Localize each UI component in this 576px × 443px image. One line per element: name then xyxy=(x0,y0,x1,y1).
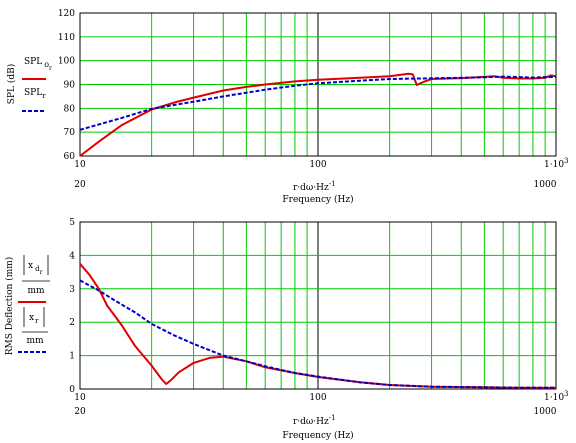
deflection-x-tick-label-exp: 3 xyxy=(564,390,568,398)
deflection-legend-series2-num: xr xyxy=(29,313,39,325)
spl-legend-series1-label: SPL or xyxy=(24,57,52,72)
deflection-legend-series1-var: x xyxy=(28,261,33,271)
spl-y-axis-label: SPL (dB) xyxy=(6,64,17,104)
spl-y-tick-label: 120 xyxy=(58,9,75,19)
deflection-x-tick-label: 1·103 xyxy=(544,390,569,403)
spl-legend-series2-base: SPL xyxy=(24,88,42,98)
deflection-x-axis-label: Frequency (Hz) xyxy=(282,430,353,441)
deflection-series xyxy=(79,263,556,389)
spl-legend-series1-sub: o xyxy=(44,60,49,69)
spl-chart: 60 70 80 90 100 110 120 10 100 1·103 20 1000 r·d… xyxy=(6,9,569,205)
deflection-y-axis-label: RMS Deflection (mm) xyxy=(4,257,15,356)
deflection-legend-series2-var: x xyxy=(29,313,34,323)
deflection-series-2-line xyxy=(79,279,556,389)
spl-series-1-line xyxy=(79,72,557,157)
deflection-y-tick-label: 1 xyxy=(69,352,75,362)
spl-plot-frame xyxy=(79,12,557,157)
spl-series-2-line xyxy=(79,75,557,131)
spl-x-tick-label: 100 xyxy=(309,160,326,170)
deflection-y-ticks: 0 1 2 3 4 5 xyxy=(69,218,75,395)
spl-legend-series1-base: SPL xyxy=(24,57,42,67)
spl-y-tick-label: 100 xyxy=(58,57,75,67)
spl-series xyxy=(79,72,557,157)
deflection-x-ticks: 10 100 1·103 xyxy=(74,390,568,403)
spl-x-tick-label: 10 xyxy=(74,160,86,170)
spl-y-tick-label: 110 xyxy=(58,33,75,43)
spl-y-ticks: 60 70 80 90 100 110 120 xyxy=(58,9,75,162)
spl-legend-series2-label: SPLr xyxy=(24,88,46,100)
deflection-grid xyxy=(80,222,556,389)
spl-x-sub-label-1000: 1000 xyxy=(534,180,557,190)
spl-x-tick-label-exp: 3 xyxy=(564,157,568,165)
deflection-x-tick-label: 10 xyxy=(74,393,86,403)
spl-x-sub-label-20: 20 xyxy=(74,180,86,190)
deflection-y-tick-label: 4 xyxy=(69,251,75,261)
deflection-x-sub-label-1000: 1000 xyxy=(534,407,557,417)
spl-x-expression-exp: -1 xyxy=(329,180,336,188)
deflection-plot-frame xyxy=(79,221,557,390)
deflection-x-expression: r·dω·Hz-1 xyxy=(293,414,336,427)
spl-y-tick-label: 60 xyxy=(64,152,76,162)
spl-x-tick-label-base: 1·10 xyxy=(544,160,564,170)
deflection-x-tick-label-base: 1·10 xyxy=(544,393,564,403)
spl-y-tick-label: 70 xyxy=(64,128,76,138)
deflection-x-sub-label-20: 20 xyxy=(74,407,86,417)
deflection-x-tick-label: 100 xyxy=(309,393,326,403)
spl-x-axis-label: Frequency (Hz) xyxy=(282,194,353,205)
spl-x-expression-base: r·dω·Hz xyxy=(293,183,329,193)
deflection-y-tick-label: 2 xyxy=(69,318,75,328)
spl-x-expression: r·dω·Hz-1 xyxy=(293,180,336,193)
spl-y-tick-label: 80 xyxy=(64,104,76,114)
deflection-legend-series1-num: x dr xyxy=(28,261,43,276)
deflection-legend-series1-den: mm xyxy=(27,286,45,296)
deflection-legend-series2-den: mm xyxy=(26,336,44,346)
deflection-y-tick-label: 0 xyxy=(69,385,75,395)
spl-y-tick-label: 90 xyxy=(64,81,76,91)
deflection-legend-series1-sub: d xyxy=(35,265,40,273)
deflection-y-tick-label: 5 xyxy=(69,218,75,228)
spl-legend-series2-sub: r xyxy=(42,92,46,100)
deflection-legend-series1-subsub: r xyxy=(40,269,43,276)
spl-x-ticks: 10 100 1·103 xyxy=(74,157,568,170)
spl-legend-series1-subsub: r xyxy=(49,65,52,72)
spl-grid xyxy=(80,13,556,156)
deflection-legend-series2-sub: r xyxy=(35,317,39,325)
deflection-x-expression-base: r·dω·Hz xyxy=(293,417,329,427)
spl-x-tick-label: 1·103 xyxy=(544,157,569,170)
deflection-y-tick-label: 3 xyxy=(69,285,75,295)
deflection-x-expression-exp: -1 xyxy=(329,414,336,422)
